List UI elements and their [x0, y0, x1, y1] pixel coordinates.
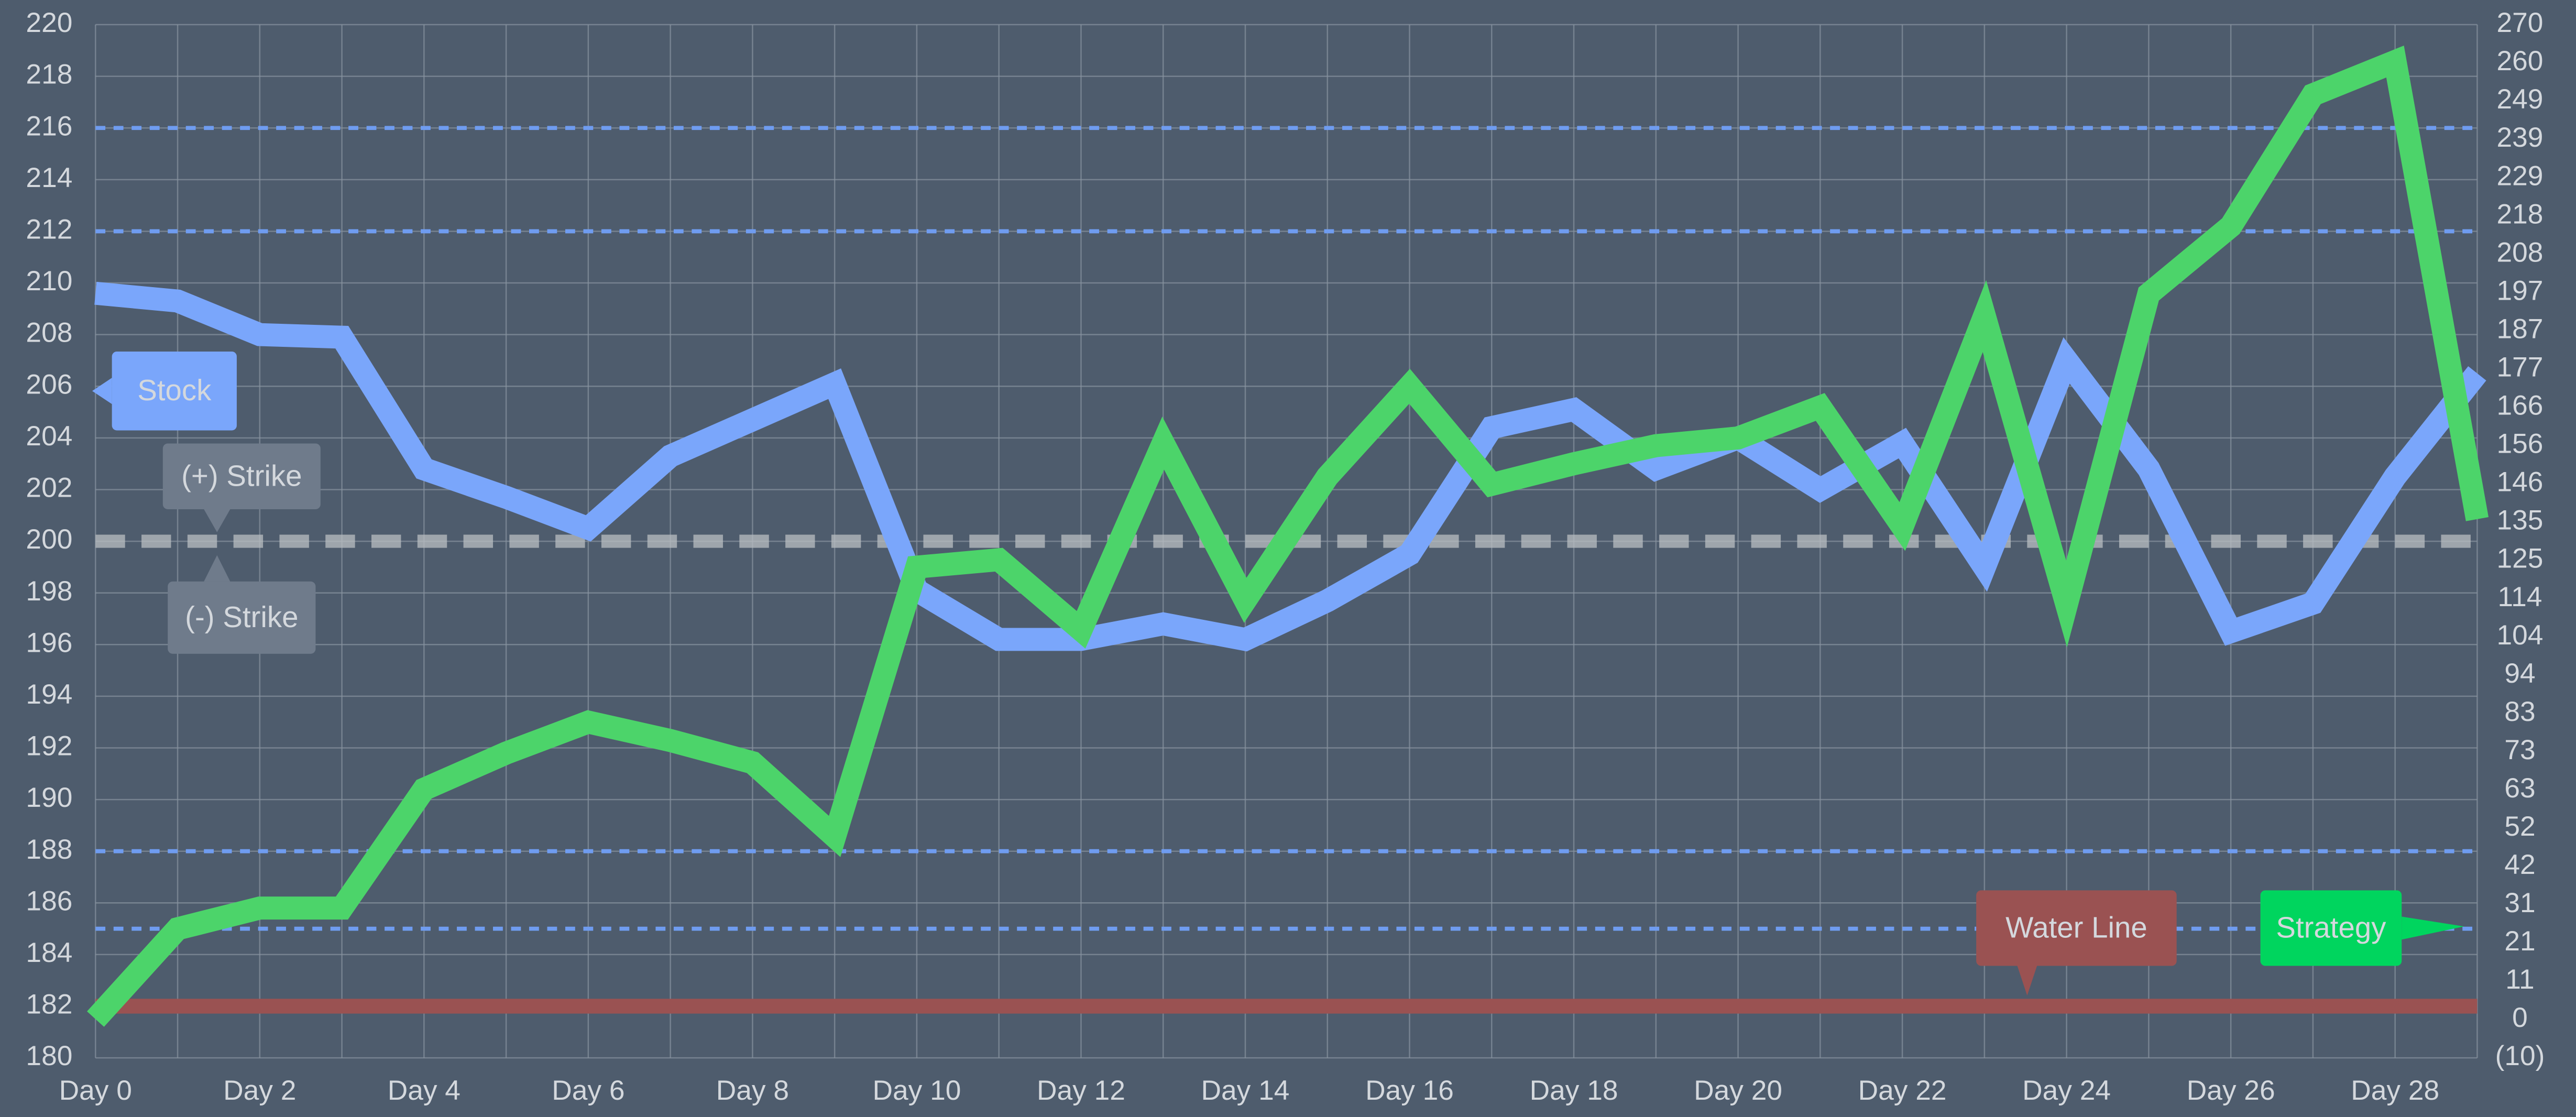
y-tick-label: 202	[26, 473, 72, 503]
y2-tick-label: 166	[2497, 390, 2544, 421]
x-tick-label: Day 16	[1365, 1075, 1454, 1106]
y2-tick-label: 83	[2504, 696, 2535, 727]
y-tick-label: 210	[26, 266, 72, 297]
chart: 180 182 184 186 188 190 192 194 196 198 200 202 204 2…	[0, 0, 2576, 1117]
y-tick-label: 190	[26, 782, 72, 813]
y2-tick-label: 52	[2504, 811, 2535, 842]
y-tick-label: 198	[26, 576, 72, 607]
x-tick-label: Day 28	[2351, 1075, 2439, 1106]
y-tick-label: 186	[26, 885, 72, 916]
y-tick-label: 188	[26, 834, 72, 865]
y2-tick-label: 31	[2504, 888, 2535, 918]
y2-tick-label: 114	[2497, 582, 2542, 612]
y-tick-label: 182	[26, 989, 72, 1020]
y2-tick-label: 104	[2497, 620, 2544, 651]
y2-tick-label: 0	[2512, 1002, 2528, 1033]
y-tick-label: 206	[26, 369, 72, 400]
x-tick-label: Day 8	[716, 1075, 789, 1106]
y2-tick-label: 146	[2497, 467, 2544, 498]
y2-tick-label: 156	[2497, 429, 2544, 459]
y2-tick-label: 260	[2497, 46, 2544, 76]
y-tick-label: 184	[26, 937, 72, 968]
y2-tick-label: 125	[2497, 543, 2544, 574]
y2-tick-label: 229	[2497, 160, 2544, 191]
y-tick-label: 204	[26, 421, 72, 452]
y-tick-label: 194	[26, 679, 72, 710]
y-tick-label: 218	[26, 59, 72, 90]
x-tick-label: Day 6	[552, 1075, 624, 1106]
y2-tick-label: 197	[2497, 275, 2544, 306]
y2-tick-label: 21	[2504, 926, 2535, 957]
x-tick-label: Day 12	[1037, 1075, 1125, 1106]
y2-tick-label: 218	[2497, 199, 2544, 229]
y-tick-label: 180	[26, 1041, 72, 1071]
strike-down-tag-text: (-) Strike	[185, 600, 298, 633]
y2-tick-label: 249	[2497, 84, 2544, 115]
y2-tick-label: 239	[2497, 122, 2544, 153]
strategy-tag-text: Strategy	[2276, 911, 2386, 944]
y2-tick-label: 73	[2504, 735, 2535, 765]
x-tick-label: Day 0	[59, 1075, 132, 1106]
y2-tick-label: 270	[2497, 7, 2544, 38]
x-tick-label: Day 2	[223, 1075, 296, 1106]
y-tick-label: 208	[26, 317, 72, 348]
y2-tick-label: 135	[2497, 505, 2544, 536]
water-line-tag-text: Water Line	[2005, 911, 2147, 944]
x-tick-label: Day 10	[872, 1075, 961, 1106]
y-tick-label: 192	[26, 731, 72, 762]
y2-tick-label: (10)	[2495, 1041, 2545, 1071]
y2-tick-label: 42	[2504, 849, 2535, 880]
x-tick-label: Day 14	[1201, 1075, 1290, 1106]
y2-tick-label: 94	[2504, 658, 2535, 689]
x-tick-label: Day 18	[1530, 1075, 1618, 1106]
x-tick-label: Day 20	[1694, 1075, 1782, 1106]
y-tick-label: 212	[26, 214, 72, 245]
y2-tick-label: 63	[2504, 773, 2535, 804]
x-tick-label: Day 4	[388, 1075, 461, 1106]
y-tick-label: 196	[26, 627, 72, 658]
y-tick-label: 214	[26, 162, 72, 193]
strike-up-tag-text: (+) Strike	[181, 459, 302, 492]
y-tick-label: 200	[26, 524, 72, 555]
y2-tick-label: 11	[2505, 964, 2534, 995]
y2-tick-label: 208	[2497, 237, 2544, 268]
stock-tag: Stock	[92, 352, 237, 430]
y2-tick-label: 187	[2497, 313, 2544, 344]
x-tick-label: Day 22	[1858, 1075, 1947, 1106]
y-tick-label: 216	[26, 111, 72, 141]
page: 180 182 184 186 188 190 192 194 196 198 200 202 204 2…	[0, 0, 2576, 1117]
y2-tick-label: 177	[2497, 352, 2544, 382]
y-tick-label: 220	[26, 7, 72, 38]
stock-tag-text: Stock	[137, 374, 212, 407]
x-tick-label: Day 24	[2022, 1075, 2111, 1106]
x-tick-label: Day 26	[2187, 1075, 2275, 1106]
